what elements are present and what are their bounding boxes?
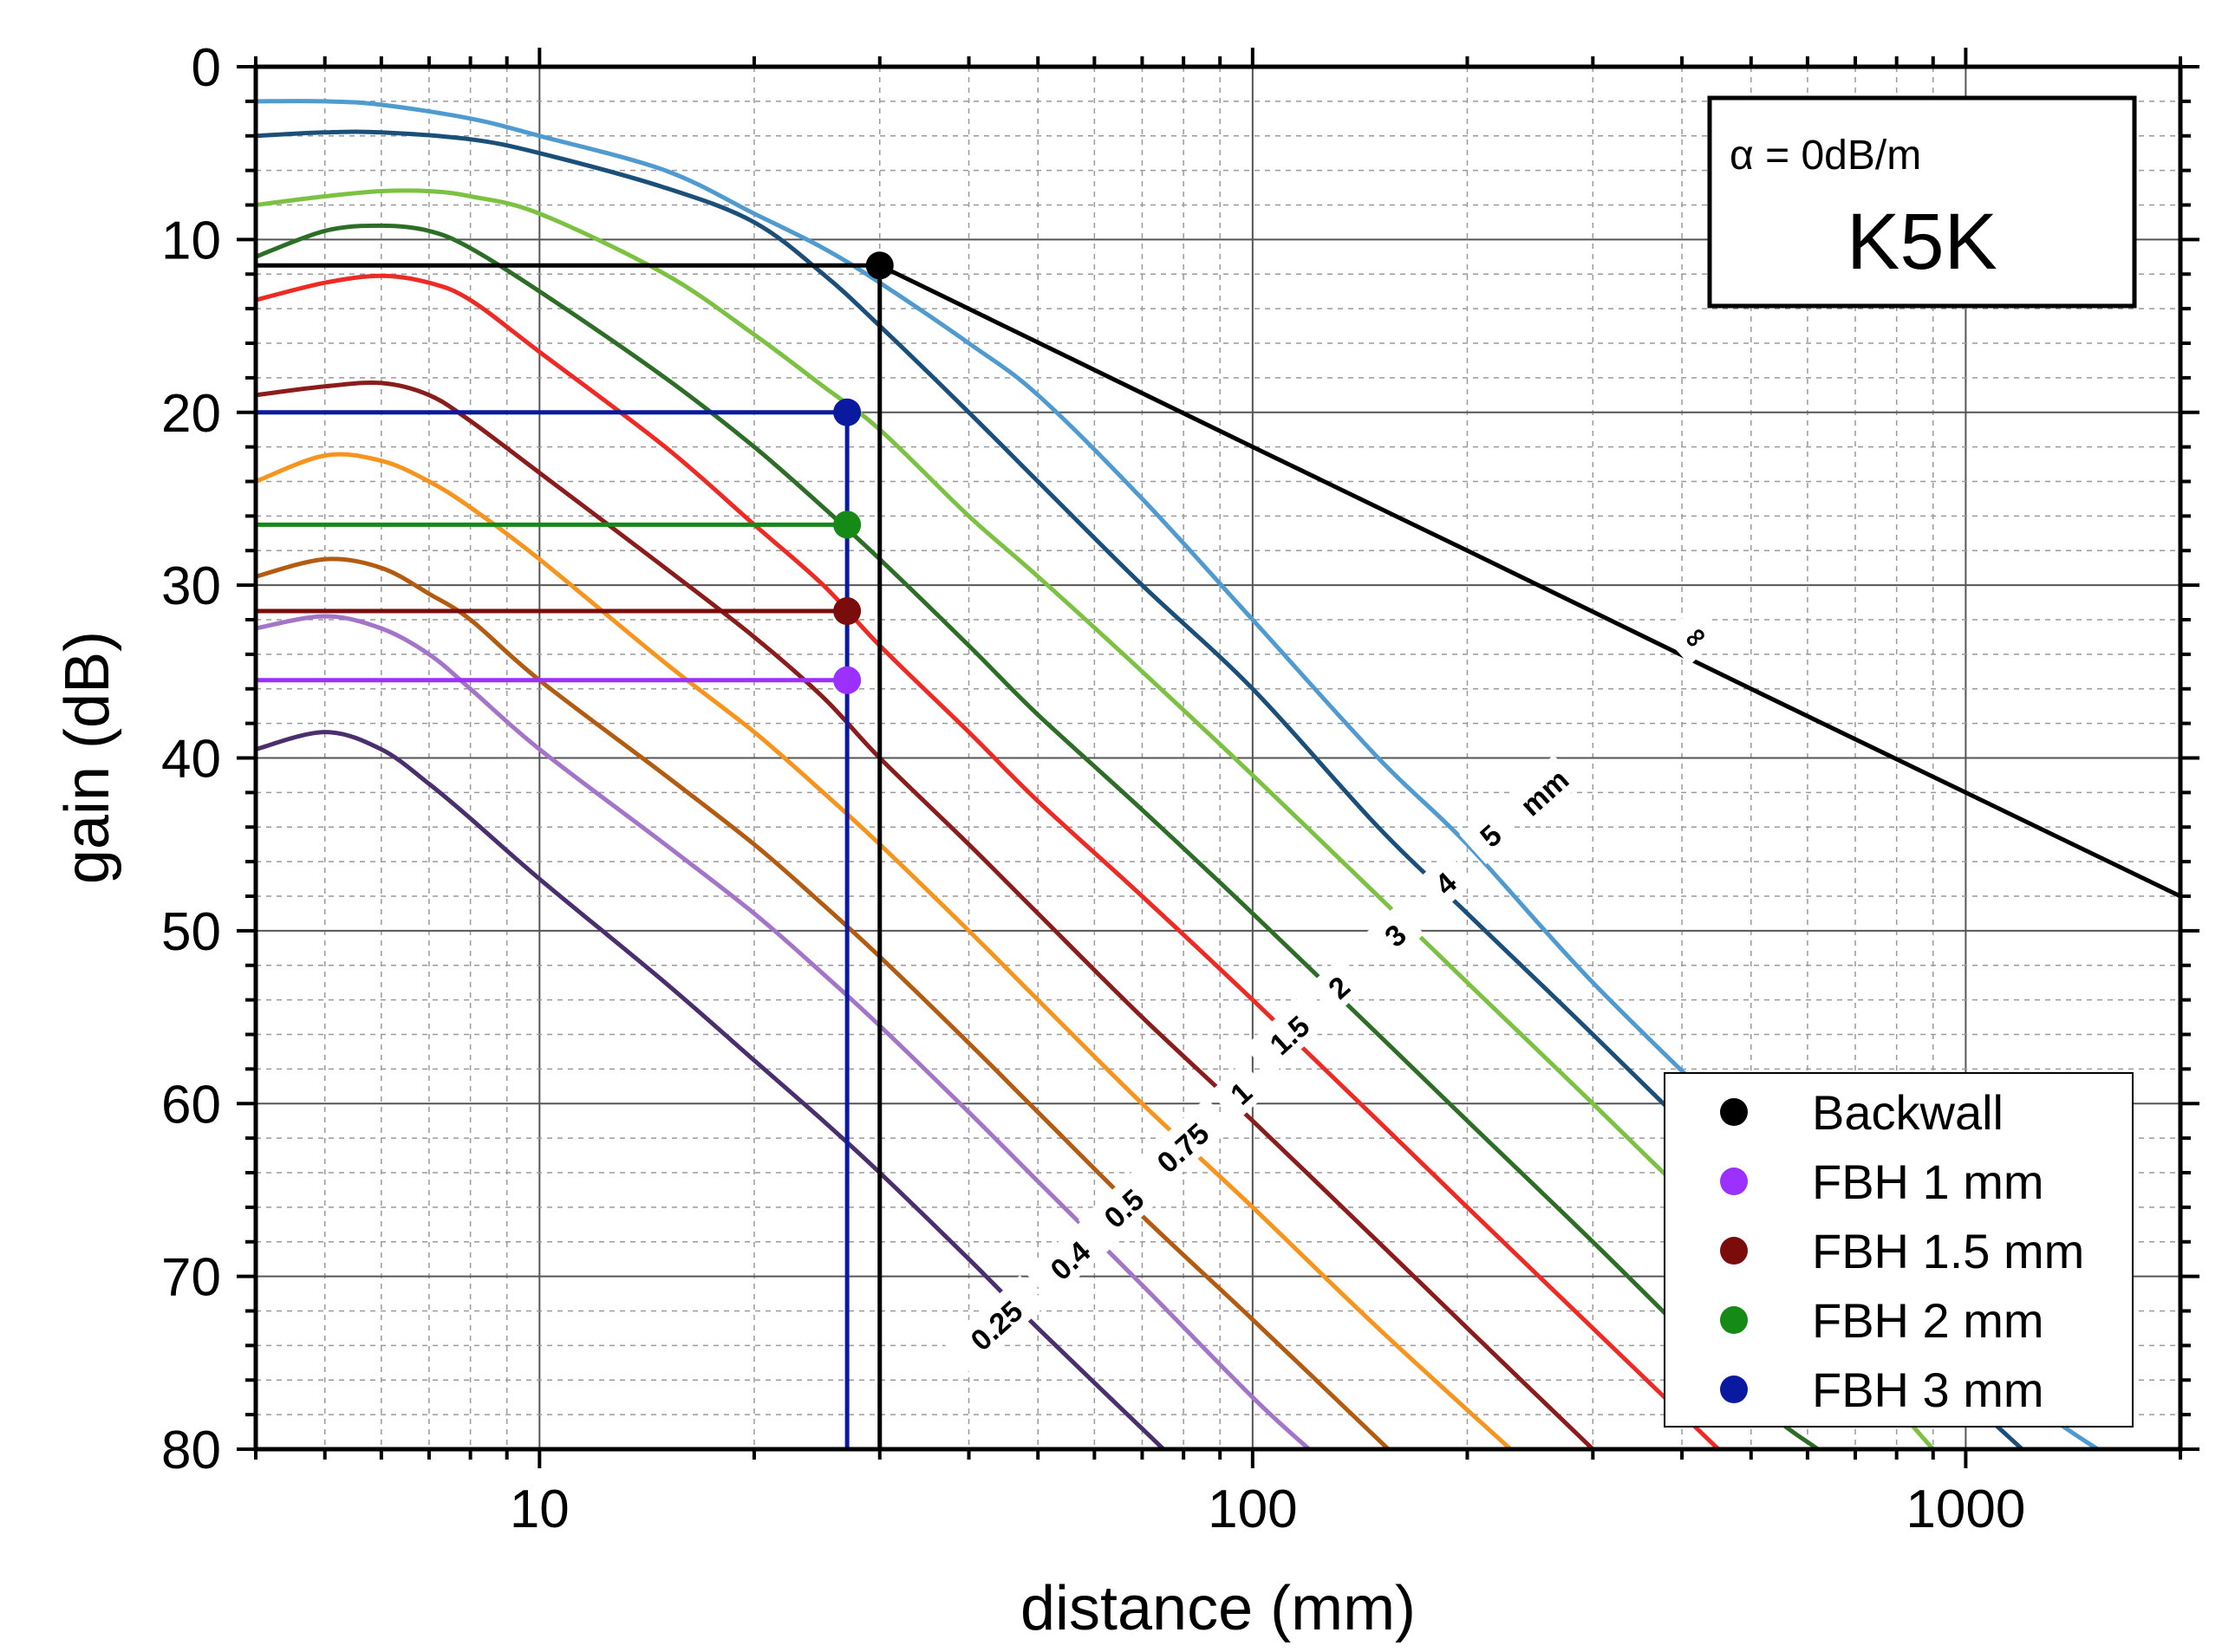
curve-label-bg (1364, 904, 1424, 965)
marker-FBH-2-mm (833, 511, 862, 539)
y-tick-label: 50 (161, 902, 221, 962)
annotation-box: α = 0dB/m K5K (1707, 95, 2137, 309)
marker-FBH-3-mm (833, 398, 862, 426)
curve-3-mm (256, 188, 1935, 1449)
x-tick-label: 10 (510, 1480, 570, 1539)
curve-label-bg (1459, 804, 1520, 865)
marker-FBH-1-mm (833, 666, 862, 694)
legend-label: FBH 1.5 mm (1812, 1224, 2084, 1278)
curve-label-bg (1130, 1097, 1234, 1196)
y-axis-title: gain (dB) (53, 631, 122, 884)
legend-label: Backwall (1812, 1085, 2004, 1140)
probe-annotation: K5K (1847, 198, 1997, 286)
curve-label-bg (1414, 852, 1475, 913)
y-tick-label: 40 (161, 730, 221, 790)
y-tick-label: 20 (161, 384, 221, 444)
curve-0.5-mm (256, 556, 1391, 1449)
curve-0.75-mm (256, 452, 1513, 1449)
tick-labels: 10 100 1000 0 10 20 30 40 50 60 70 80 (161, 38, 2025, 1539)
curve-label-bg (1209, 1062, 1270, 1122)
curve-label-bg (1078, 1164, 1168, 1250)
legend-marker (1720, 1167, 1748, 1195)
curve-2-mm (256, 223, 1820, 1449)
legend-label: FBH 2 mm (1812, 1293, 2044, 1348)
curve-label-bg (1024, 1216, 1114, 1302)
x-tick-label: 100 (1208, 1480, 1297, 1539)
marker-Backwall (865, 251, 894, 280)
markers (256, 251, 894, 1449)
curve-label-bg (943, 1275, 1047, 1374)
y-tick-label: 70 (161, 1248, 221, 1308)
alpha-annotation: α = 0dB/m (1730, 133, 1921, 179)
x-tick-label: 1000 (1906, 1480, 2025, 1539)
legend-label: FBH 3 mm (1812, 1363, 2044, 1417)
legend-marker (1720, 1376, 1748, 1403)
legend-marker (1720, 1306, 1748, 1334)
y-tick-label: 30 (161, 556, 221, 616)
curve-1.5-mm (256, 273, 1720, 1449)
y-tick-label: 10 (161, 211, 221, 270)
y-tick-label: 80 (161, 1421, 221, 1480)
curve-label-bg (1307, 956, 1368, 1017)
ticks (237, 48, 2199, 1468)
curve-0.4-mm (256, 614, 1311, 1449)
curve-0.25-mm (256, 730, 1165, 1449)
legend: Backwall FBH 1 mm FBH 1.5 mm FBH 2 mm FBH 3 … (1664, 1072, 2134, 1428)
legend-label: FBH 1 mm (1812, 1154, 2044, 1209)
curve-label-bg (1663, 605, 1724, 666)
x-axis-title: distance (mm) (1020, 1574, 1416, 1643)
curve-label-bg (1506, 754, 1580, 828)
curve-label-bg (1243, 991, 1333, 1076)
curve-infinity (878, 263, 2180, 899)
legend-marker (1720, 1237, 1748, 1265)
y-tick-label: 0 (192, 38, 221, 98)
legend-marker (1720, 1098, 1748, 1126)
marker-FBH-1-5-mm (833, 597, 862, 626)
y-tick-label: 60 (161, 1075, 221, 1135)
